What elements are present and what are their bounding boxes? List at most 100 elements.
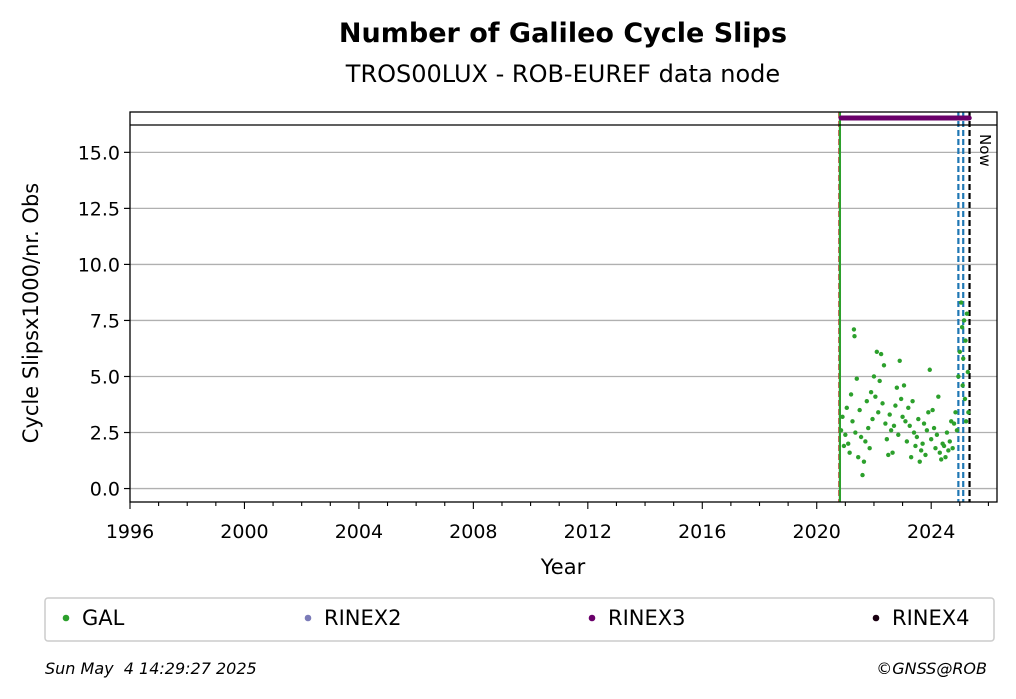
data-point (928, 437, 934, 442)
data-point (917, 459, 922, 464)
data-point (854, 376, 859, 381)
x-axis: 1996 2000 2004 2008 2012 2016 2020 2024 (106, 502, 989, 543)
y-tick-label: 5.0 (90, 366, 120, 388)
gridlines (130, 151, 997, 490)
legend-marker (872, 614, 880, 622)
data-point (867, 446, 872, 451)
data-point (914, 434, 920, 440)
data-point (864, 398, 870, 404)
data-point (927, 367, 932, 372)
data-point (900, 414, 905, 420)
data-point (962, 396, 968, 402)
y-tick-label: 0.0 (90, 479, 120, 501)
data-point (887, 412, 892, 417)
gal-points (838, 300, 971, 478)
data-point (866, 425, 871, 431)
data-point (966, 410, 971, 415)
data-point (840, 414, 845, 420)
data-point (923, 452, 928, 458)
data-point (901, 383, 907, 388)
data-point (926, 410, 931, 415)
data-point (860, 472, 865, 478)
data-point (881, 363, 887, 368)
data-point (947, 439, 952, 444)
data-point (878, 351, 884, 357)
data-point (877, 378, 882, 384)
data-point (939, 457, 944, 462)
data-point (903, 419, 908, 424)
data-point (957, 349, 963, 355)
data-point (921, 421, 927, 426)
data-point (874, 349, 880, 355)
data-point (954, 428, 960, 433)
data-point (916, 416, 921, 422)
data-point (950, 446, 955, 451)
plot-frame (129, 111, 998, 503)
y-tick-label: 15.0 (78, 142, 120, 164)
data-point (894, 385, 900, 390)
data-point (871, 374, 877, 379)
data-point (906, 405, 911, 411)
data-point (848, 392, 854, 397)
data-point (937, 450, 942, 455)
footer-timestamp: Sun May 4 14:29:27 2025 (45, 659, 257, 678)
data-point (904, 439, 910, 444)
legend-label: RINEX4 (892, 606, 970, 630)
data-point (941, 443, 947, 449)
x-axis-label: Year (540, 555, 586, 579)
data-point (956, 374, 961, 379)
data-point (876, 410, 881, 415)
data-point (963, 419, 969, 424)
x-tick-label: 2012 (564, 521, 612, 543)
data-point (959, 324, 965, 330)
data-point (883, 421, 888, 426)
data-point (880, 401, 885, 406)
data-point (930, 407, 935, 413)
legend-label: GAL (82, 606, 125, 630)
data-point (863, 439, 868, 444)
data-point (868, 389, 874, 395)
data-point (896, 432, 901, 437)
data-point (841, 443, 847, 449)
data-point (961, 318, 967, 323)
data-point (936, 394, 941, 399)
data-point (873, 394, 878, 399)
y-tick-label: 7.5 (90, 310, 120, 332)
legend-marker (62, 614, 70, 622)
legend: GAL RINEX2 RINEX3 RINEX4 (62, 606, 970, 630)
data-point (964, 311, 970, 316)
data-point (884, 437, 890, 442)
x-tick-label: 2020 (793, 521, 841, 543)
data-point (931, 425, 937, 431)
data-point (934, 432, 940, 437)
data-point (844, 405, 849, 411)
data-point (907, 423, 912, 428)
data-point (850, 419, 855, 424)
data-point (910, 398, 915, 404)
footer-copyright: ©GNSS@ROB (876, 659, 987, 678)
data-point (933, 446, 938, 451)
x-tick-label: 2024 (907, 521, 955, 543)
data-point (858, 434, 864, 440)
data-point (913, 443, 918, 449)
x-tick-label: 1996 (106, 521, 154, 543)
data-point (898, 396, 904, 402)
data-point (856, 454, 861, 460)
data-point (924, 428, 930, 433)
data-point (870, 416, 875, 422)
data-point (846, 441, 851, 446)
y-axis: 0.0 2.5 5.0 7.5 10.0 12.5 15.0 (78, 142, 130, 501)
x-tick-label: 2008 (449, 521, 497, 543)
data-point (851, 327, 857, 332)
data-point (918, 448, 924, 453)
chart-subtitle: TROS00LUX - ROB-EUREF data node (345, 60, 780, 88)
data-point (965, 369, 971, 375)
legend-box (44, 597, 995, 642)
vertical-markers (838, 112, 971, 502)
data-point (951, 421, 957, 426)
y-axis-label: Cycle Slipsx1000/nr. Obs (19, 183, 43, 443)
data-point (961, 356, 966, 361)
data-point (891, 423, 897, 428)
data-point (847, 450, 852, 455)
data-point (893, 403, 898, 408)
